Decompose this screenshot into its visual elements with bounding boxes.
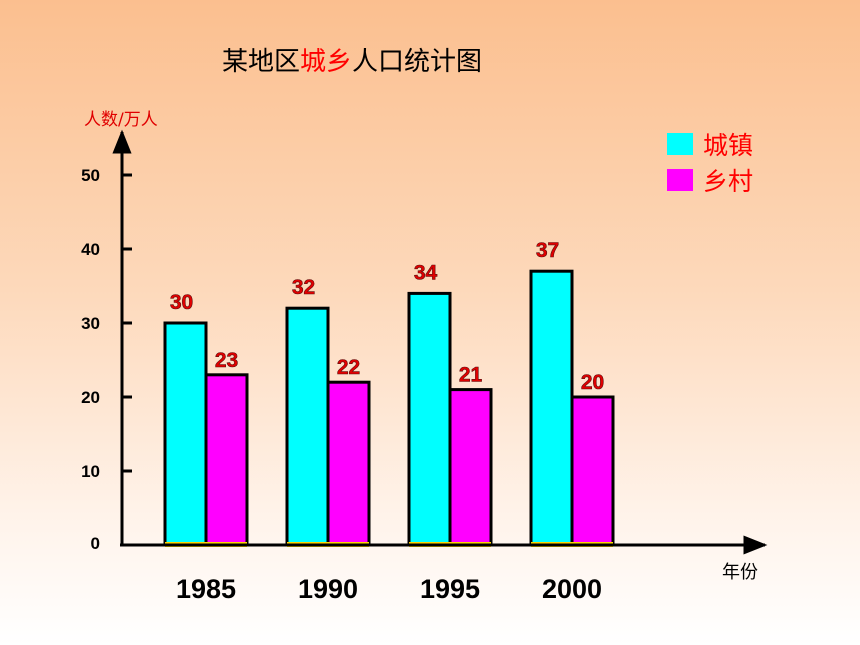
legend-swatch (667, 169, 693, 191)
legend-label: 城镇 (703, 131, 753, 160)
x-axis: 1985 1990 1995 2000 (120, 535, 768, 604)
bar-rural (326, 380, 371, 547)
bar-urban (285, 306, 330, 547)
y-tick-label: 10 (81, 462, 100, 481)
bar-urban (407, 291, 452, 547)
x-tick-label: 2000 (542, 574, 602, 604)
data-label: 21 (459, 364, 483, 387)
data-label: 34 (414, 261, 438, 284)
y-tick-label: 50 (81, 166, 100, 185)
bar-rural (204, 373, 249, 547)
x-tick-label: 1995 (420, 574, 480, 604)
data-label: 37 (536, 239, 559, 262)
y-tick-label: 0 (91, 534, 100, 553)
data-label: 20 (581, 371, 604, 394)
chart-title: 某地区城乡人口统计图 (222, 47, 482, 77)
data-label: 23 (215, 349, 238, 372)
legend-swatch (667, 133, 693, 155)
bar-urban (529, 269, 574, 547)
y-tick-label: 20 (81, 388, 100, 407)
bar-rural (570, 395, 615, 547)
y-axis-label: 人数/万人 (84, 110, 158, 130)
bar-urban (163, 321, 208, 547)
y-tick-label: 40 (81, 240, 100, 259)
x-axis-label: 年份 (722, 562, 758, 583)
x-tick-label: 1990 (298, 574, 358, 604)
y-axis: 0 10 20 30 40 50 (81, 129, 132, 553)
x-tick-label: 1985 (176, 574, 236, 604)
legend-label: 乡村 (703, 167, 753, 196)
bar-rural (448, 388, 493, 547)
data-label: 32 (292, 276, 315, 299)
data-label: 22 (337, 356, 360, 379)
y-tick-label: 30 (81, 314, 100, 333)
bars: 30 23 32 22 34 21 37 20 (163, 239, 615, 547)
data-label: 30 (170, 291, 193, 314)
